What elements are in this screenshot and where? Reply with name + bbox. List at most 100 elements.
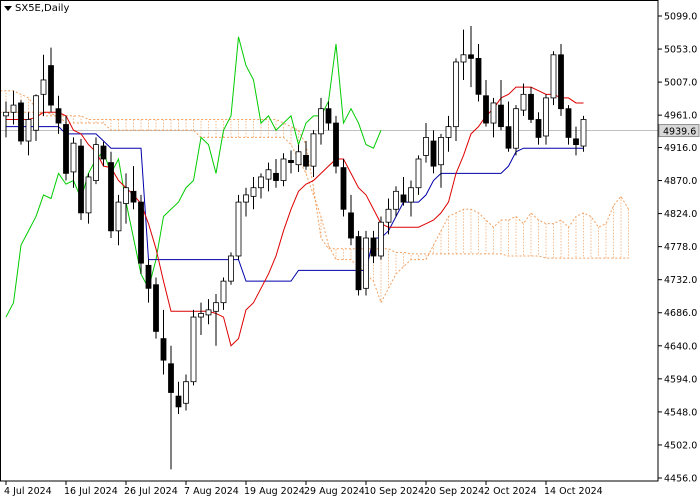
candle-body: [168, 363, 174, 393]
x-tick-label: 7 Aug 2024: [184, 486, 239, 497]
y-tick-label: 4778.0: [664, 242, 697, 253]
y-tick-label: 4456.0: [664, 474, 697, 485]
y-tick-label: 5099.0: [664, 12, 697, 23]
x-tick-label: 10 Sep 2024: [364, 486, 424, 497]
candle-body: [385, 208, 392, 223]
candle-body: [190, 316, 197, 383]
candle-body: [378, 221, 384, 257]
candle-body: [130, 190, 137, 203]
candle-body: [258, 176, 264, 189]
candle-body: [63, 124, 69, 174]
candle-body: [25, 119, 32, 142]
candle-body: [78, 145, 84, 214]
y-tick-label: 4686.0: [664, 308, 697, 319]
candle-body: [543, 97, 549, 137]
candle-body: [123, 187, 129, 204]
candle-body: [3, 111, 9, 117]
candle-body: [265, 169, 272, 180]
candle-body: [138, 201, 144, 264]
candle-body: [228, 255, 234, 282]
symbol-timeframe-label: SX5E,Daily: [15, 3, 70, 14]
candle-body: [558, 54, 564, 110]
candle-body: [325, 108, 332, 124]
candle-body: [220, 280, 227, 304]
candle-body: [145, 264, 152, 289]
candle-body: [573, 138, 579, 146]
dropdown-triangle-icon[interactable]: [4, 6, 12, 11]
candle-body: [108, 162, 114, 232]
candle-body: [528, 93, 534, 120]
candle-body: [250, 187, 257, 197]
y-tick-label: 4824.0: [664, 209, 697, 220]
candle-body: [33, 95, 39, 131]
x-tick-label: 29 Aug 2024: [304, 486, 365, 497]
candle-body: [243, 194, 249, 203]
current-price-box: [658, 124, 700, 138]
candle-body: [505, 126, 512, 149]
candle-body: [70, 142, 77, 173]
candle-body: [115, 201, 122, 232]
candle-body: [310, 133, 317, 167]
chart-title[interactable]: SX5E,Daily: [4, 3, 69, 14]
candle-body: [550, 54, 557, 99]
candle-body: [565, 108, 572, 138]
senkou-span-a: [0, 111, 629, 304]
plot-frame: [0, 0, 659, 482]
senkou-span-b: [0, 90, 629, 259]
candle-body: [183, 381, 189, 404]
candle-body: [10, 104, 17, 113]
candle-body: [453, 61, 459, 128]
x-tick-label: 14 Oct 2024: [544, 486, 603, 497]
candle-body: [490, 102, 497, 124]
candle-body: [333, 122, 339, 167]
current-price-label: 4939.6: [663, 127, 696, 138]
candle-body: [498, 104, 504, 128]
y-tick-label: 4640.0: [664, 341, 697, 352]
y-tick-label: 4961.0: [664, 111, 697, 122]
indicator-lines: [5, 36, 584, 347]
candle-body: [483, 95, 489, 124]
kumo-cloud: [0, 90, 629, 304]
tenkan-sen-line: [6, 86, 584, 347]
y-tick-label: 4548.0: [664, 407, 697, 418]
x-tick-label: 20 Sep 2024: [424, 486, 484, 497]
candle-body: [100, 145, 107, 160]
candle-body: [40, 79, 47, 95]
x-tick-label: 19 Aug 2024: [244, 486, 305, 497]
candle-body: [303, 154, 309, 167]
x-tick-label: 2 Oct 2024: [484, 486, 537, 497]
x-tick-label: 26 Jul 2024: [124, 486, 178, 497]
candle-body: [48, 65, 54, 106]
candle-body: [415, 158, 422, 189]
candle-body: [445, 126, 452, 138]
candle-body: [348, 212, 354, 239]
chikou-span-line: [5, 36, 382, 318]
candle-body: [318, 108, 324, 135]
candle-body: [393, 190, 399, 210]
candle-body: [235, 201, 242, 257]
candle-body: [460, 54, 467, 63]
candle-body: [280, 158, 287, 181]
candle-body: [288, 160, 294, 163]
candles: [3, 26, 587, 470]
candle-body: [475, 57, 482, 95]
candle-body: [55, 108, 62, 124]
candle-body: [85, 176, 92, 214]
candle-body: [153, 284, 159, 332]
candle-body: [370, 237, 377, 257]
candle-body: [355, 236, 362, 291]
candle-body: [423, 137, 429, 156]
candle-body: [18, 102, 24, 142]
candle-body: [468, 54, 474, 59]
candle-body: [198, 313, 204, 318]
candle-body: [205, 309, 212, 316]
candle-body: [160, 338, 167, 361]
candle-body: [400, 194, 407, 203]
candle-body: [273, 172, 279, 181]
candle-body: [93, 144, 99, 181]
y-tick-label: 4916.0: [664, 143, 697, 154]
candle-body: [580, 119, 587, 147]
y-tick-label: 4732.0: [664, 275, 697, 286]
